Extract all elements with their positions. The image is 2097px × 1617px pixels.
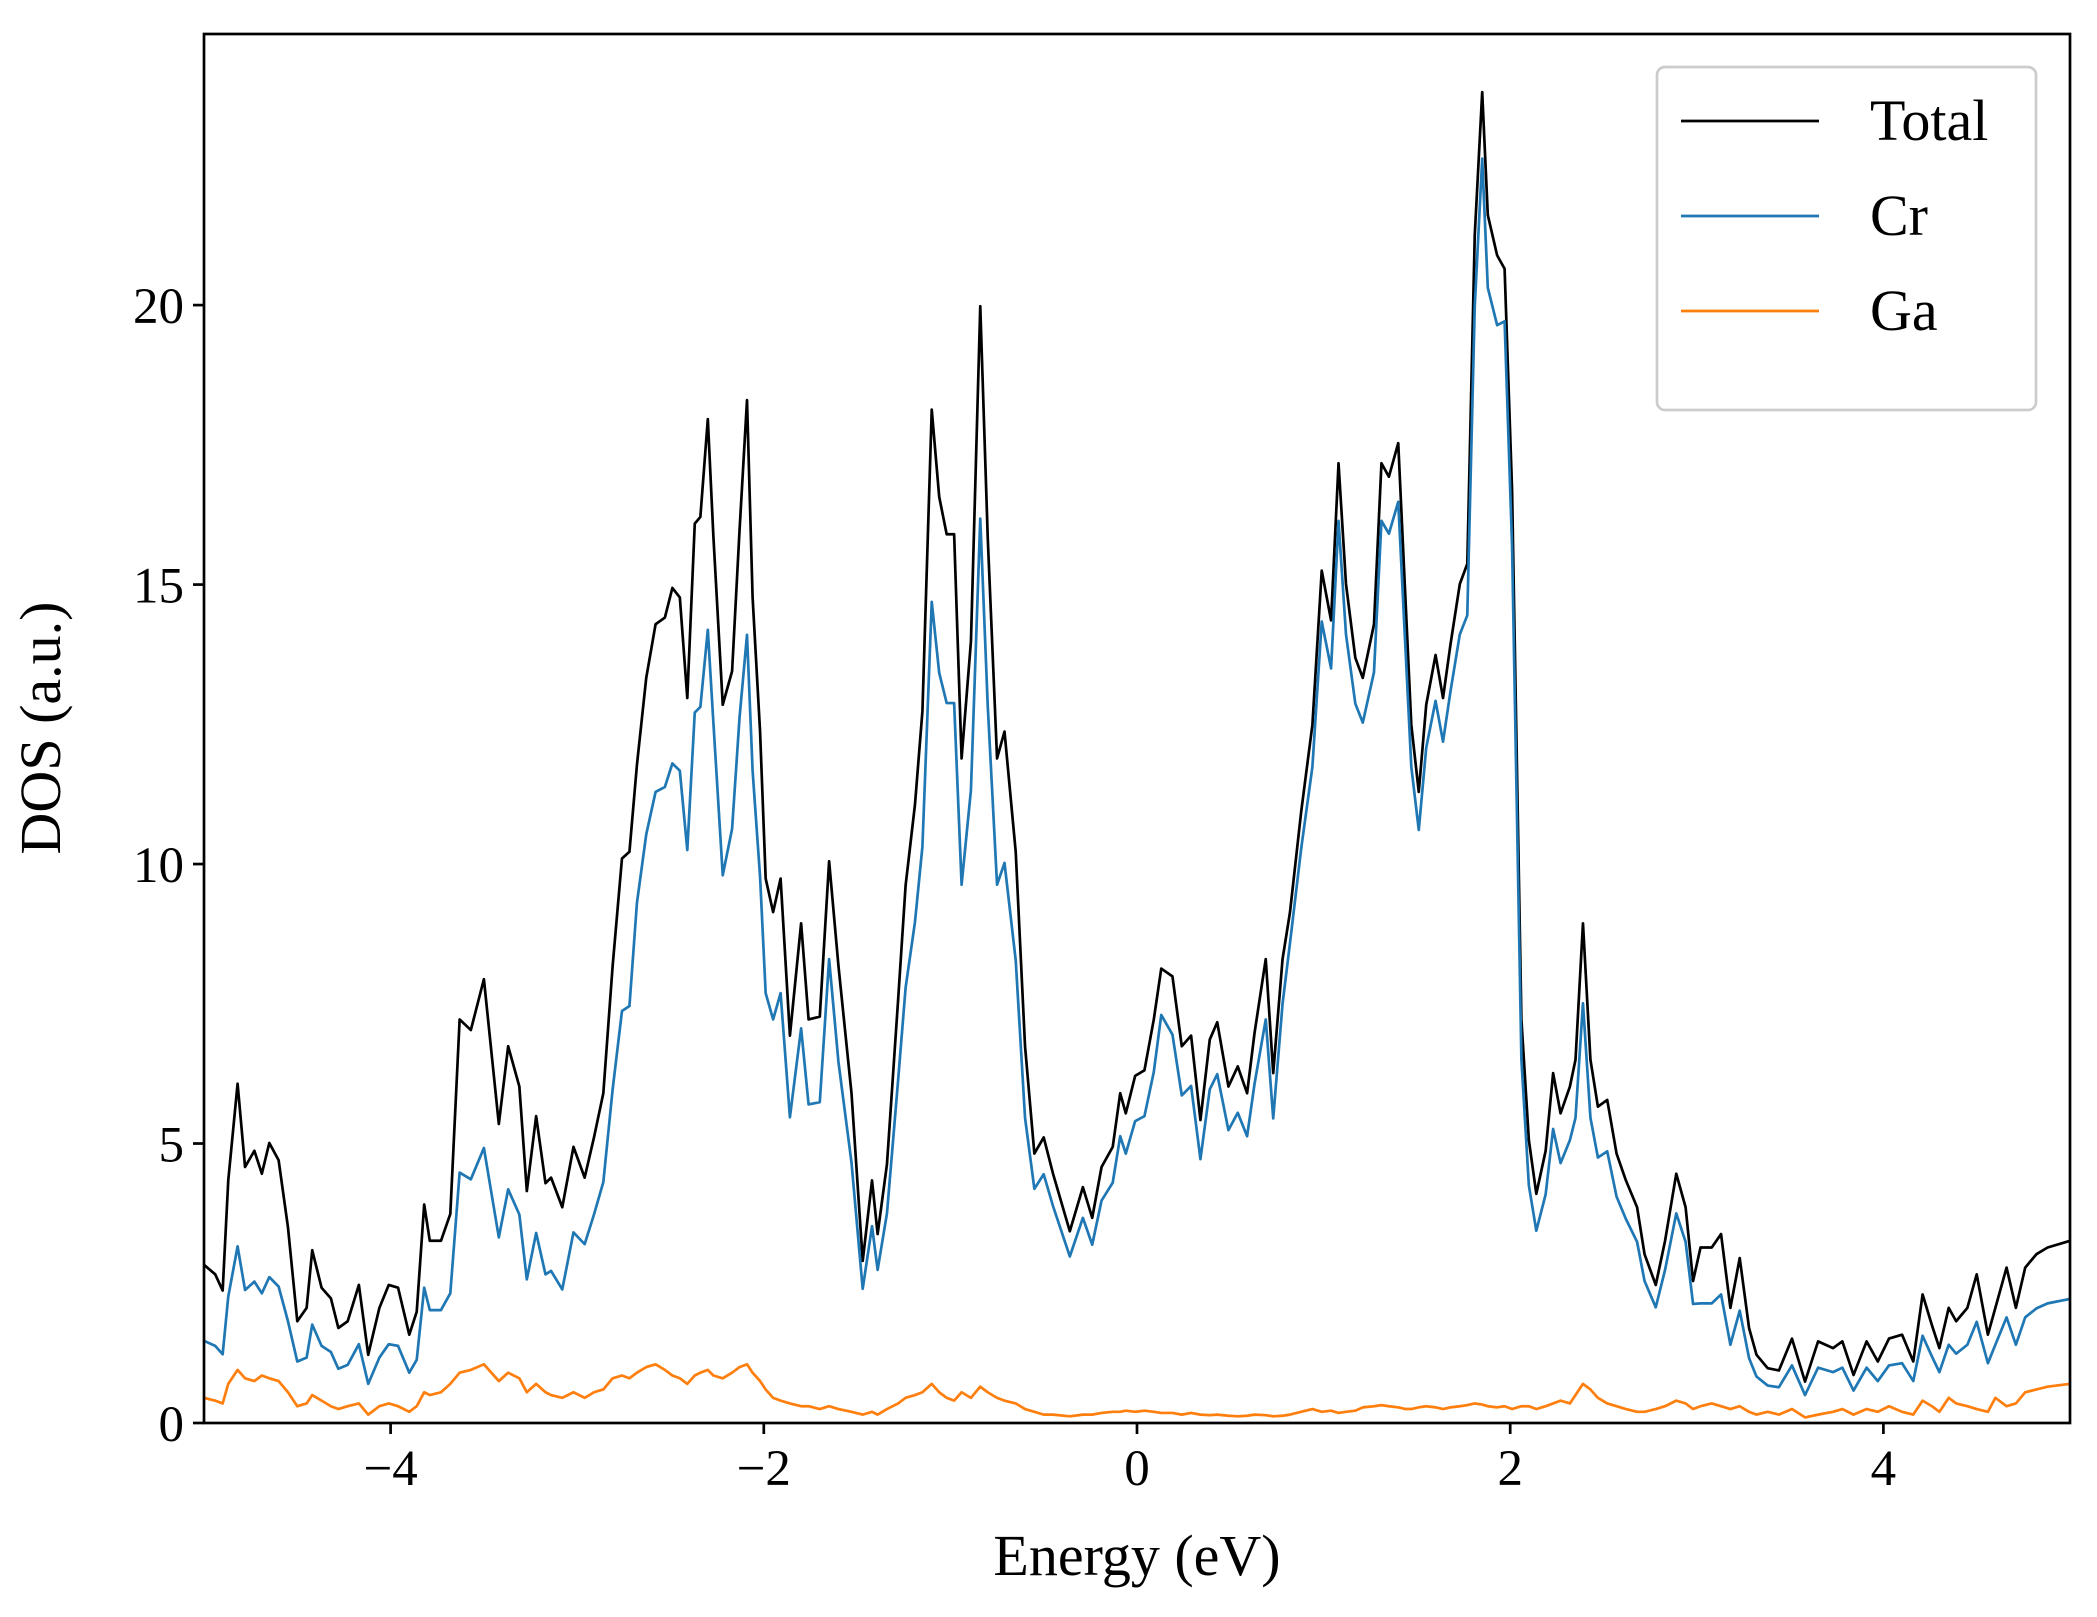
series-line: [204, 157, 2070, 1397]
legend-box: [1655, 65, 2038, 412]
y-tick-label: 0: [159, 1397, 185, 1453]
x-tick-label: 2: [1497, 1441, 1523, 1497]
plot-frame: [202, 32, 2072, 1425]
y-tick-label: 10: [133, 838, 184, 894]
x-tick-label: −2: [737, 1441, 791, 1497]
x-tick-label: −4: [363, 1441, 417, 1497]
x-tick-label: 0: [1124, 1441, 1150, 1497]
series-line: [204, 1362, 2070, 1419]
x-axis-label: Energy (eV): [993, 1523, 1280, 1588]
series-line: [204, 90, 2070, 1383]
legend-label: Ga: [1870, 278, 1938, 343]
y-axis-label: DOS (a.u.): [8, 602, 73, 855]
legend-label: Cr: [1870, 183, 1928, 248]
x-tick-label: 4: [1871, 1441, 1897, 1497]
legend-label: Total: [1870, 88, 1988, 153]
y-tick-label: 5: [159, 1118, 185, 1174]
y-tick-label: 20: [133, 279, 184, 335]
y-tick-label: 15: [133, 559, 184, 615]
